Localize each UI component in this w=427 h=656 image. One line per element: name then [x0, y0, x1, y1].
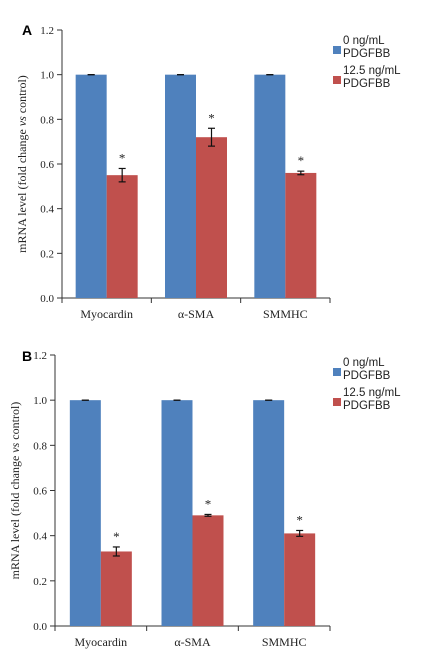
y-tick-label: 1.2	[33, 350, 47, 362]
significance-marker: *	[113, 529, 120, 544]
significance-marker: *	[296, 512, 303, 527]
bar-control	[254, 74, 286, 299]
y-tick-label: 0.0	[40, 293, 54, 305]
legend-label: 0 ng/mL PDGFBB	[343, 357, 391, 382]
bar-pdgfbb	[106, 175, 138, 298]
x-tick-label: SMMHC	[262, 635, 307, 649]
legend: 0 ng/mL PDGFBB 12.5 ng/mL PDGFBB	[333, 357, 401, 412]
significance-marker: *	[298, 153, 305, 168]
x-tick-label: α-SMA	[178, 307, 215, 321]
y-tick-label: 1.2	[40, 25, 54, 37]
panel-label: A	[22, 22, 32, 38]
y-tick-label: 1.0	[40, 70, 54, 82]
y-tick-label: 0.2	[40, 248, 54, 260]
y-tick-label: 0.8	[40, 114, 54, 126]
legend-swatch	[333, 368, 341, 376]
x-tick-label: Myocardin	[80, 307, 133, 321]
chart-panel-A: A 0.0 0.2 0.4 0.6 0.8 1.0 1.2 mRNA level (fold c…	[15, 22, 401, 321]
error-bar	[208, 127, 215, 147]
legend-label: 12.5 ng/mL PDGFBB	[343, 387, 401, 412]
y-axis-label: mRNA level (fold change vs control)	[15, 75, 29, 253]
y-tick-label: 0.0	[33, 621, 47, 633]
y-tick-label: 0.6	[40, 159, 54, 171]
y-tick-label: 0.4	[33, 531, 47, 543]
error-bar	[204, 513, 212, 517]
legend-swatch	[333, 46, 341, 54]
y-tick-label: 0.4	[40, 204, 54, 216]
legend-label: 0 ng/mL PDGFBB	[343, 35, 391, 60]
error-bar	[297, 170, 305, 176]
y-axis-label: mRNA level (fold change vs control)	[8, 402, 22, 580]
bar-control	[69, 400, 101, 626]
significance-marker: *	[208, 110, 215, 125]
chart-panel-B: B 0.0 0.2 0.4 0.6 0.8 1.0 1.2 mRNA level (fold c…	[8, 348, 401, 649]
panel-label: B	[22, 348, 32, 364]
y-tick-label: 0.6	[33, 486, 47, 498]
y-tick-label: 0.8	[33, 440, 47, 452]
error-bar	[112, 546, 120, 557]
x-tick-label: SMMHC	[263, 307, 308, 321]
legend-swatch	[333, 76, 341, 84]
bar-control	[75, 74, 107, 299]
bar-pdgfbb	[192, 515, 224, 626]
significance-marker: *	[119, 150, 126, 165]
bar-control	[161, 400, 193, 626]
y-tick-label: 1.0	[33, 395, 47, 407]
x-tick-label: α-SMA	[174, 635, 211, 649]
bar-pdgfbb	[100, 551, 132, 626]
y-tick-label: 0.2	[33, 576, 47, 588]
legend-label: 12.5 ng/mL PDGFBB	[343, 65, 401, 90]
legend-swatch	[333, 398, 341, 406]
bar-control	[165, 74, 196, 299]
bar-control	[253, 400, 285, 626]
x-tick-label: Myocardin	[75, 635, 128, 649]
bar-pdgfbb	[196, 137, 227, 298]
bar-pdgfbb	[284, 533, 316, 626]
legend: 0 ng/mL PDGFBB 12.5 ng/mL PDGFBB	[333, 35, 401, 90]
error-bar	[296, 529, 304, 537]
significance-marker: *	[205, 496, 212, 511]
bar-pdgfbb	[285, 172, 317, 298]
error-bar	[118, 167, 126, 183]
